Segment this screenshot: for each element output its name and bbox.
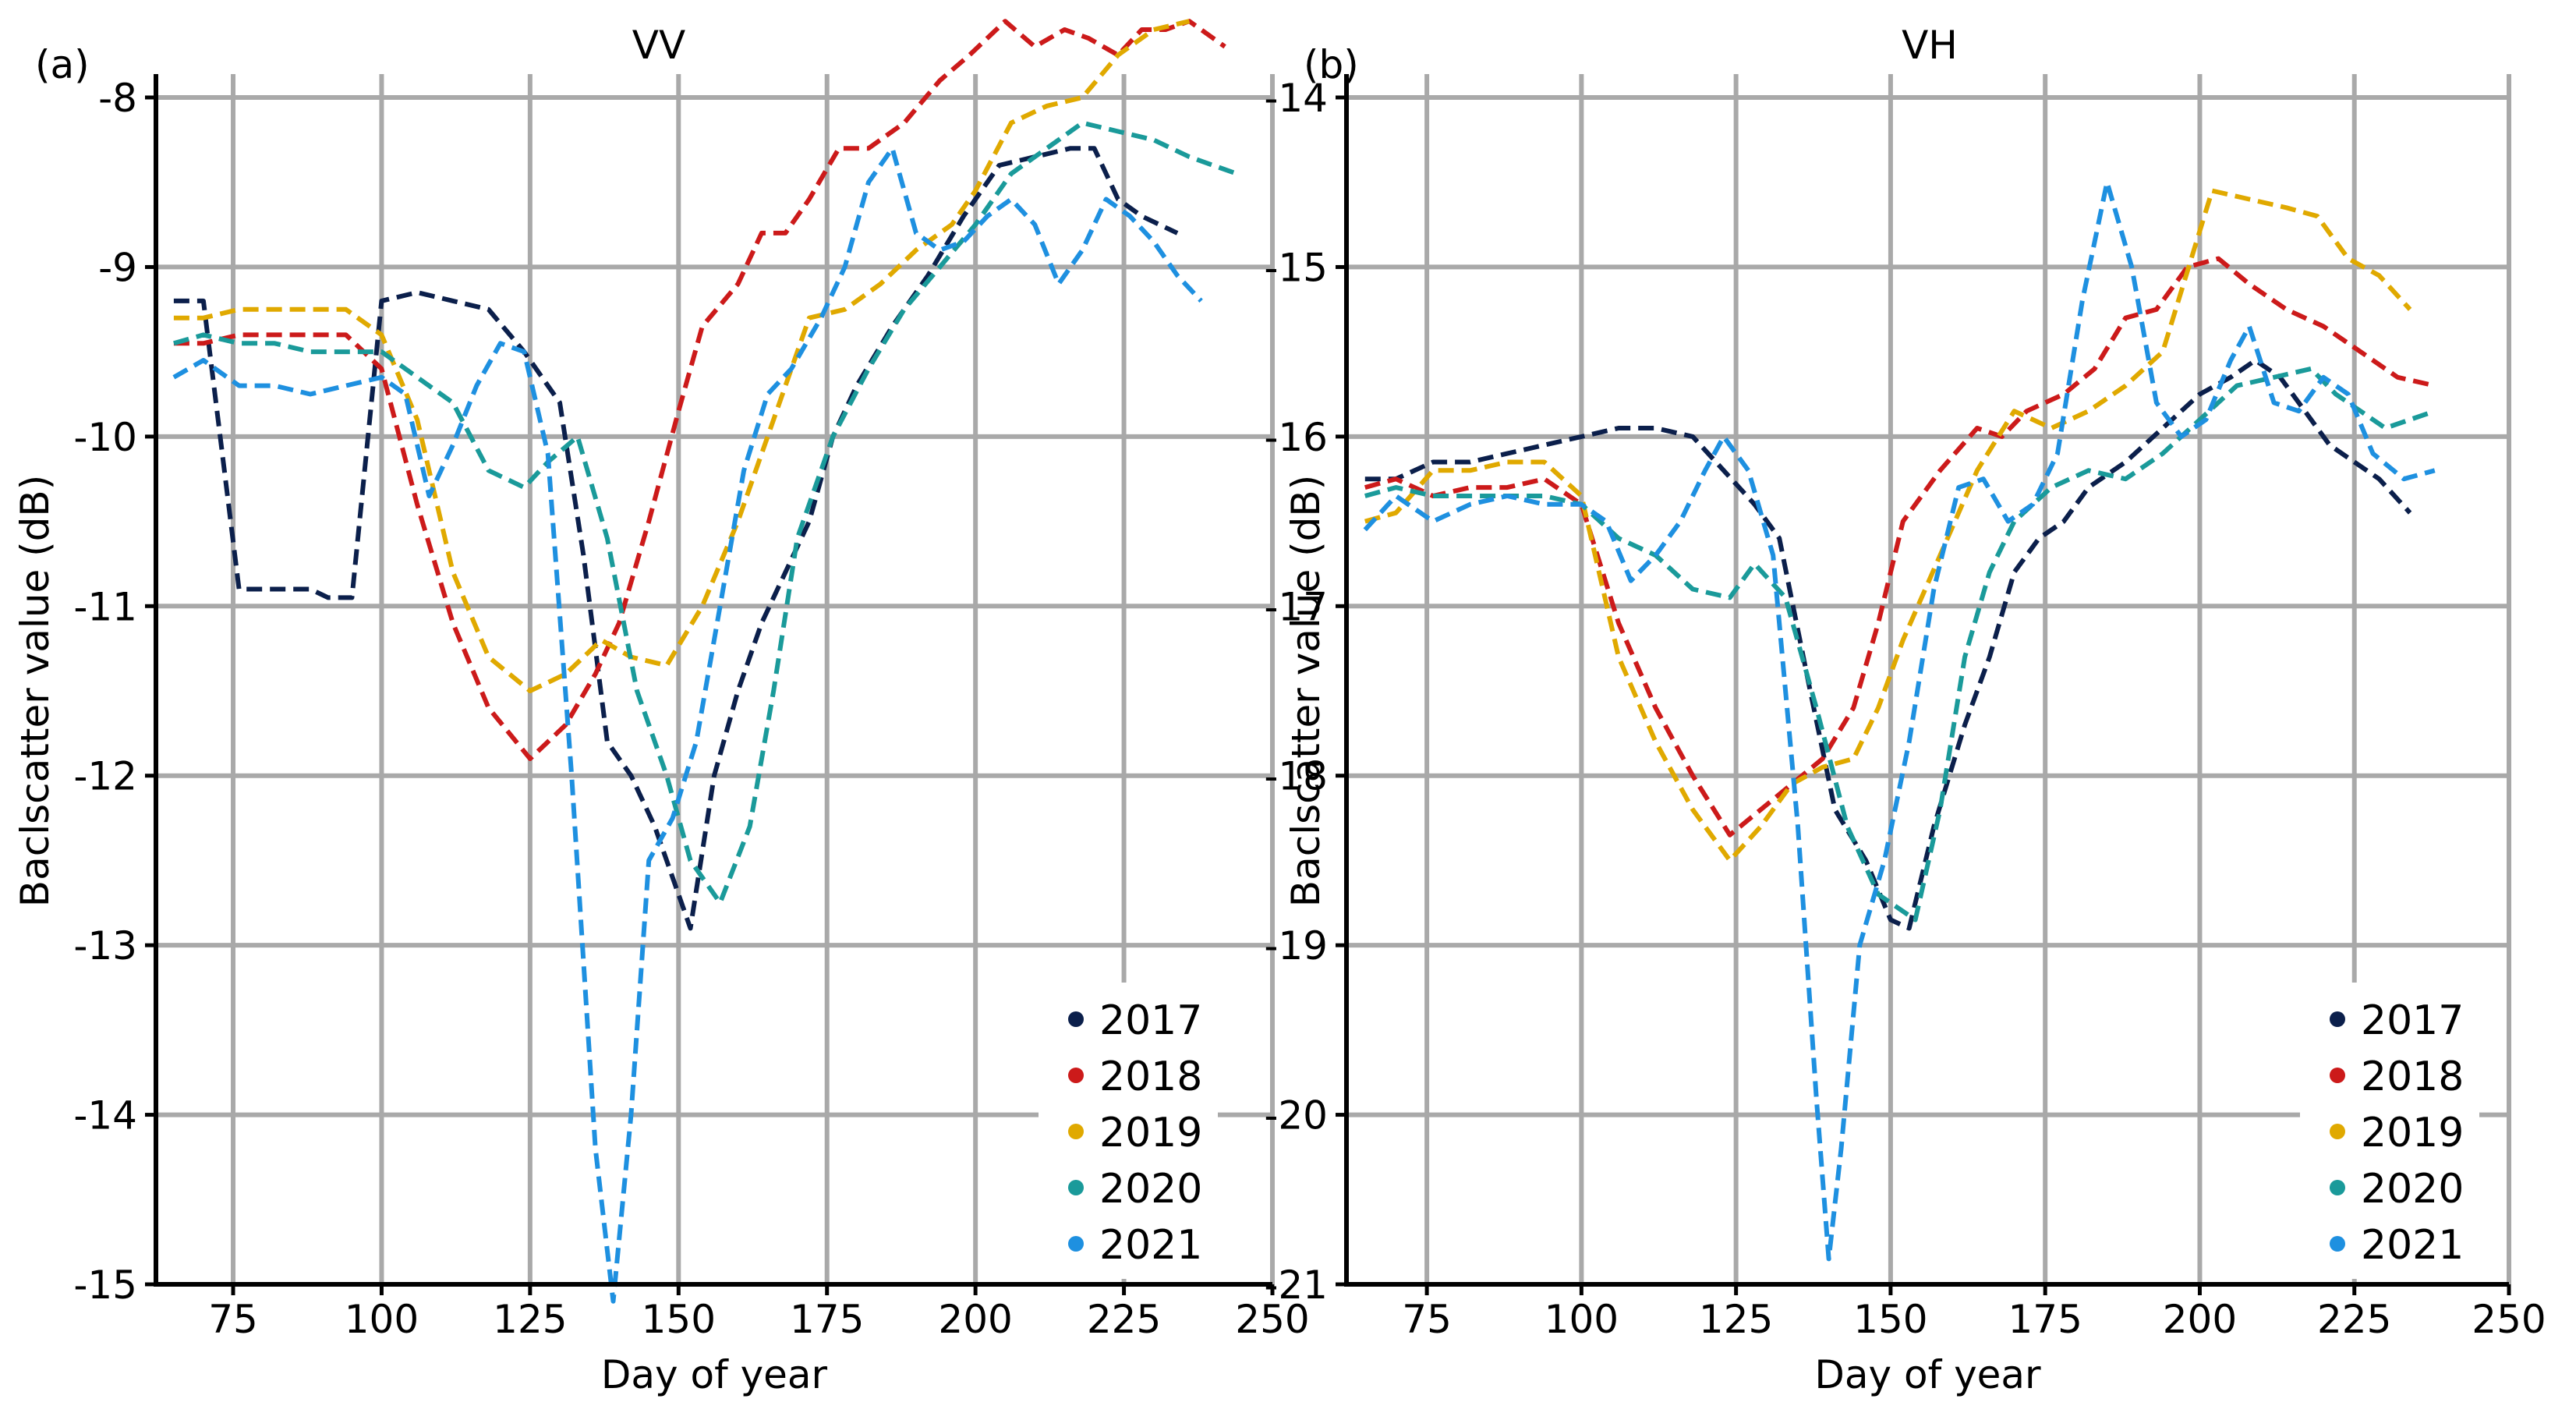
y-tick-label: -8 (98, 76, 137, 121)
series-line-2021 (1363, 179, 2436, 1262)
y-tick-label: -14 (1264, 76, 1328, 121)
legend-label-2020: 2020 (2361, 1166, 2464, 1213)
x-axis-label: Day of year (601, 1352, 828, 1397)
y-tick-label: -21 (1264, 1262, 1328, 1308)
x-tick-label: 175 (2008, 1297, 2082, 1342)
chart-title: VV (632, 23, 685, 68)
series-line-2019 (1364, 188, 2412, 863)
y-tick-label: -15 (73, 1262, 137, 1308)
series-line-2017 (173, 146, 1179, 931)
legend-label-2017: 2017 (1099, 997, 1202, 1044)
x-tick-label: 225 (2317, 1297, 2391, 1342)
legend-label-2017: 2017 (2361, 997, 2464, 1044)
chart-title: VH (1902, 23, 1958, 68)
legend-label-2019: 2019 (2361, 1110, 2464, 1156)
y-axis-label: Baclscatter value (dB) (12, 475, 58, 907)
series-line-2018 (1364, 256, 2436, 838)
x-tick-label: 100 (345, 1297, 419, 1342)
x-tick-label: 225 (1087, 1297, 1161, 1342)
legend-label-2021: 2021 (1099, 1222, 1202, 1269)
legend-marker-2020 (1068, 1180, 1084, 1195)
x-tick-label: 125 (493, 1297, 567, 1342)
legend-marker-2017 (2330, 1011, 2345, 1027)
legend-marker-2019 (1068, 1124, 1084, 1139)
legend-marker-2020 (2330, 1180, 2345, 1195)
legend-marker-2017 (1068, 1011, 1084, 1027)
x-axis-label: Day of year (1814, 1352, 2041, 1397)
legend-label-2021: 2021 (2361, 1222, 2464, 1269)
y-tick-label: -18 (1264, 754, 1328, 799)
x-tick-label: 75 (1402, 1297, 1452, 1342)
x-tick-label: 150 (642, 1297, 716, 1342)
legend-marker-2019 (2330, 1124, 2345, 1139)
y-tick-label: -9 (98, 245, 137, 290)
series-line-2018 (173, 19, 1226, 761)
legend-marker-2018 (2330, 1068, 2345, 1083)
legend-label-2018: 2018 (2361, 1054, 2464, 1100)
x-tick-label: 150 (1853, 1297, 1927, 1342)
x-tick-label: 75 (208, 1297, 258, 1342)
y-tick-label: -13 (73, 923, 137, 969)
x-tick-label: 250 (2472, 1297, 2546, 1342)
y-tick-label: -19 (1264, 923, 1328, 969)
panel-label: (a) (35, 42, 90, 87)
series-line-2020 (173, 120, 1238, 905)
series-line-2021 (172, 146, 1203, 1304)
legend-marker-2018 (1068, 1068, 1084, 1083)
x-tick-label: 200 (938, 1297, 1012, 1342)
y-tick-label: -17 (1264, 584, 1328, 629)
y-tick-label: -12 (73, 754, 137, 799)
y-tick-label: -15 (1264, 245, 1328, 290)
series-line-2019 (173, 19, 1191, 693)
y-axis-label: Baclscatter value (dB) (1283, 475, 1329, 907)
x-tick-label: 100 (1545, 1297, 1619, 1342)
legend-marker-2021 (1068, 1236, 1084, 1252)
chart-panel-vv: 2017 2018 2019 2020 2021 75 100 125 150 175 200 225… (12, 19, 1310, 1397)
x-tick-label: 125 (1699, 1297, 1773, 1342)
chart-panel-vh: 2017 2018 2019 2020 2021 75 100 125 150 175 200 225… (1264, 23, 2546, 1397)
y-tick-label: -16 (1264, 415, 1328, 460)
y-tick-label: -11 (73, 584, 137, 629)
x-tick-label: 200 (2163, 1297, 2237, 1342)
legend-marker-2021 (2330, 1236, 2345, 1252)
panel-label: (b) (1304, 42, 1359, 87)
series-line-2020 (1364, 366, 2436, 923)
y-tick-label: -10 (73, 415, 137, 460)
legend-label-2019: 2019 (1099, 1110, 1202, 1156)
legend-label-2018: 2018 (1099, 1054, 1202, 1100)
x-tick-label: 250 (1235, 1297, 1309, 1342)
y-tick-label: -20 (1264, 1093, 1328, 1139)
legend-label-2020: 2020 (1099, 1166, 1202, 1213)
y-tick-label: -14 (73, 1093, 137, 1139)
x-tick-label: 175 (790, 1297, 864, 1342)
